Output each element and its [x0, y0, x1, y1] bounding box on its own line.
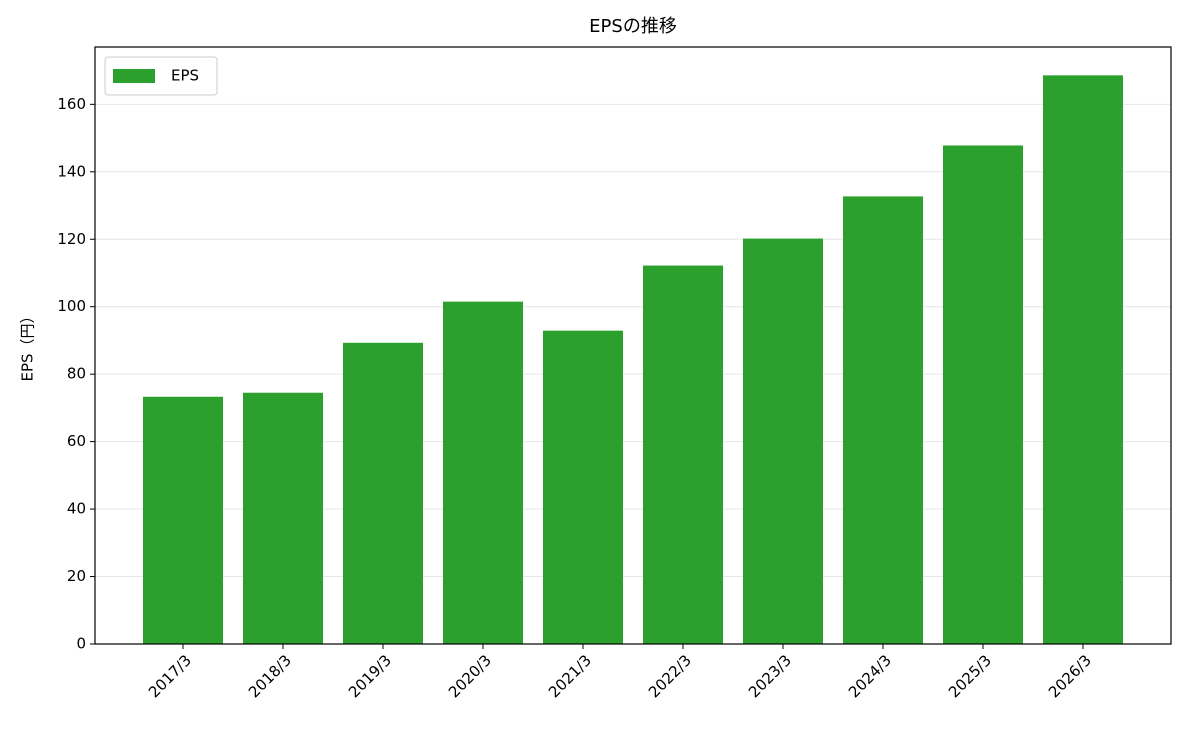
- x-tick-label: 2026/3: [1045, 651, 1095, 701]
- x-tick-label: 2022/3: [645, 651, 695, 701]
- legend-swatch: [113, 69, 155, 83]
- bar: [543, 330, 623, 644]
- x-tick-label: 2020/3: [445, 651, 495, 701]
- y-tick-label: 140: [57, 162, 86, 180]
- bar: [443, 301, 523, 644]
- bar: [343, 342, 423, 644]
- chart-title: EPSの推移: [589, 16, 677, 37]
- bar: [1043, 75, 1123, 644]
- y-tick-label: 0: [76, 635, 86, 653]
- bar: [143, 396, 223, 644]
- y-axis-label: EPS（円）: [19, 308, 37, 381]
- x-tick-label: 2018/3: [245, 651, 295, 701]
- y-tick-label: 60: [67, 432, 86, 450]
- bar: [743, 238, 823, 645]
- y-tick-label: 120: [57, 230, 86, 248]
- x-tick-label: 2025/3: [945, 651, 995, 701]
- y-tick-label: 40: [67, 500, 86, 518]
- legend-box: [104, 56, 218, 96]
- x-tick-label: 2019/3: [345, 651, 395, 701]
- y-tick-label: 80: [67, 365, 86, 383]
- y-tick-label: 160: [57, 95, 86, 113]
- bar: [243, 392, 323, 644]
- bar: [643, 265, 723, 644]
- bar: [943, 145, 1023, 644]
- bar: [843, 196, 923, 644]
- y-tick-label: 20: [67, 567, 86, 585]
- x-tick-label: 2023/3: [745, 651, 795, 701]
- x-tick-label: 2021/3: [545, 651, 595, 701]
- x-tick-label: 2017/3: [145, 651, 195, 701]
- x-tick-label: 2024/3: [845, 651, 895, 701]
- y-tick-label: 100: [57, 297, 86, 315]
- plot-frame: [94, 46, 1172, 645]
- legend-label: EPS: [171, 67, 199, 85]
